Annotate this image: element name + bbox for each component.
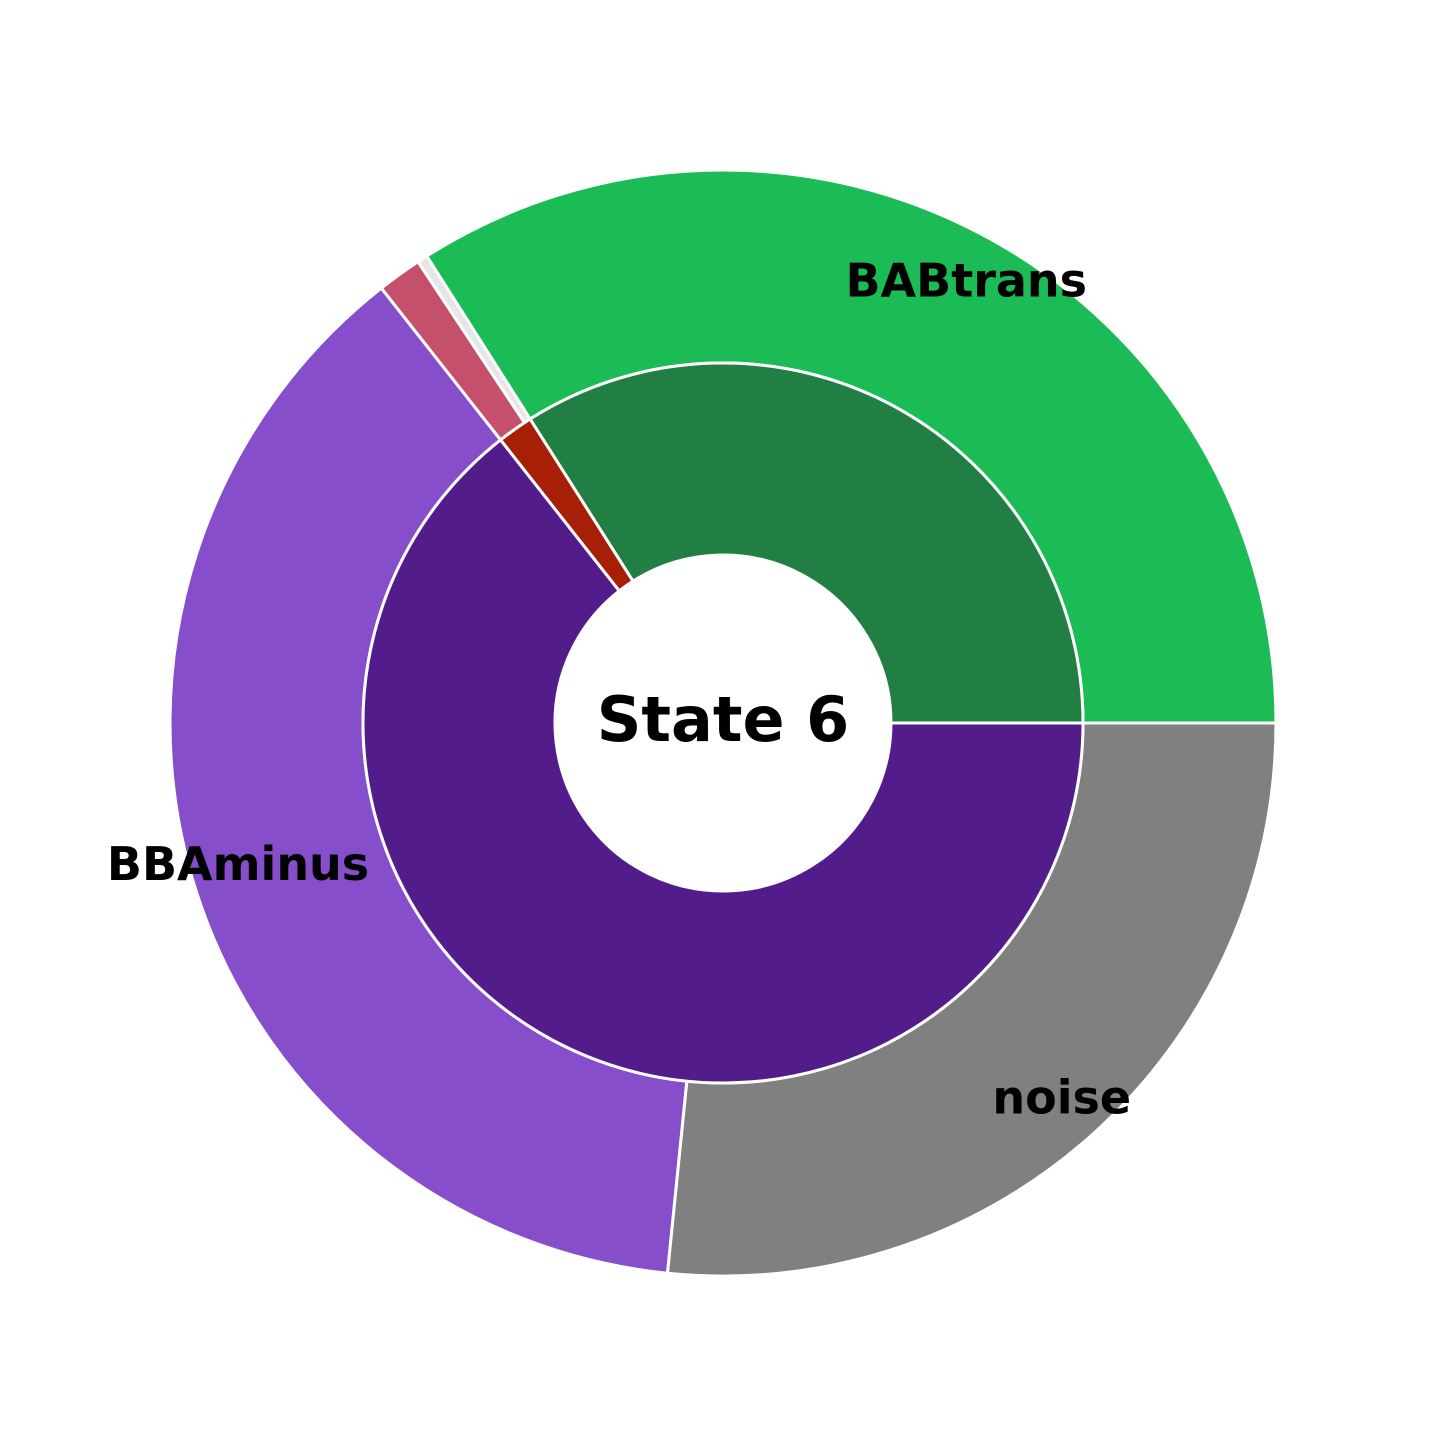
inner-slice-2 [361, 438, 1085, 1085]
center-label: State 6 [597, 683, 850, 756]
slice-label-noise: noise [992, 1071, 1131, 1125]
inner-ring [361, 361, 1085, 1085]
inner-slice-0 [528, 361, 1085, 725]
slice-label-babtrans: BABtrans [845, 253, 1087, 307]
slice-labels: BABtrans BBAminus noise [107, 253, 1131, 1124]
slice-label-bbaminus: BBAminus [107, 837, 369, 891]
outer-ring [168, 168, 1278, 1278]
